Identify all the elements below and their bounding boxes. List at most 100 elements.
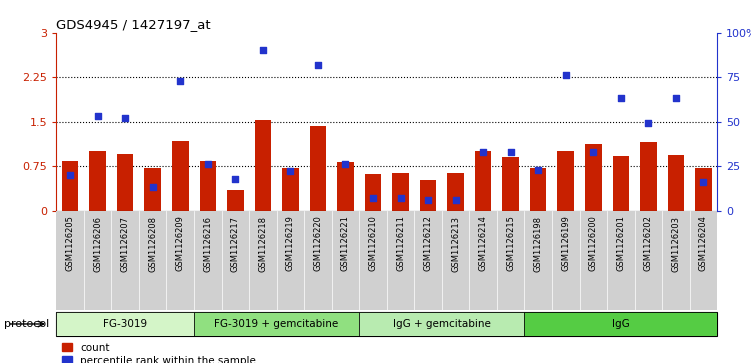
Bar <box>387 211 415 310</box>
Bar <box>420 180 436 211</box>
Point <box>174 78 186 83</box>
Bar <box>172 140 189 211</box>
Bar <box>89 151 106 211</box>
Point <box>532 167 544 172</box>
Bar <box>111 211 139 310</box>
Point <box>615 95 627 101</box>
Point <box>202 162 214 167</box>
Point <box>312 62 324 68</box>
Bar <box>359 312 524 336</box>
Text: GSM1126203: GSM1126203 <box>671 216 680 272</box>
Bar <box>194 312 359 336</box>
Point <box>229 176 241 182</box>
Bar <box>227 190 243 211</box>
Bar <box>194 211 222 310</box>
Bar <box>282 168 299 211</box>
Text: IgG + gemcitabine: IgG + gemcitabine <box>393 319 490 329</box>
Text: GSM1126198: GSM1126198 <box>534 216 543 272</box>
Bar <box>524 211 552 310</box>
Bar <box>222 211 249 310</box>
Bar <box>276 211 304 310</box>
Bar <box>56 211 84 310</box>
Bar <box>689 211 717 310</box>
Bar <box>144 168 161 211</box>
Text: GSM1126199: GSM1126199 <box>561 216 570 272</box>
Bar <box>117 154 134 211</box>
Text: GSM1126220: GSM1126220 <box>313 216 322 272</box>
Point <box>64 172 76 178</box>
Text: GSM1126217: GSM1126217 <box>231 216 240 272</box>
Text: GSM1126212: GSM1126212 <box>424 216 433 272</box>
Point <box>339 162 351 167</box>
Bar <box>475 151 491 211</box>
Legend: count, percentile rank within the sample: count, percentile rank within the sample <box>62 343 256 363</box>
Bar <box>249 211 276 310</box>
Bar <box>640 142 656 211</box>
Point <box>146 184 158 190</box>
Text: GSM1126209: GSM1126209 <box>176 216 185 272</box>
Point <box>698 179 710 185</box>
Point <box>422 197 434 203</box>
Bar <box>365 174 382 211</box>
Text: GSM1126215: GSM1126215 <box>506 216 515 272</box>
Text: GSM1126201: GSM1126201 <box>617 216 626 272</box>
Bar <box>309 126 326 211</box>
Text: GSM1126205: GSM1126205 <box>65 216 74 272</box>
Text: GSM1126219: GSM1126219 <box>286 216 295 272</box>
Bar <box>530 168 547 211</box>
Point <box>505 149 517 155</box>
Point <box>257 48 269 53</box>
Point <box>285 168 297 174</box>
Text: protocol: protocol <box>4 319 49 329</box>
Bar <box>332 211 359 310</box>
Text: FG-3019: FG-3019 <box>103 319 147 329</box>
Bar <box>524 312 717 336</box>
Text: GSM1126208: GSM1126208 <box>148 216 157 272</box>
Point <box>92 113 104 119</box>
Bar <box>62 161 78 211</box>
Point <box>670 95 682 101</box>
Text: GSM1126218: GSM1126218 <box>258 216 267 272</box>
Bar <box>200 161 216 211</box>
Point <box>477 149 489 155</box>
Text: FG-3019 + gemcitabine: FG-3019 + gemcitabine <box>215 319 339 329</box>
Point <box>450 197 462 203</box>
Bar <box>359 211 387 310</box>
Point <box>642 121 654 126</box>
Point <box>394 195 406 201</box>
Bar <box>56 312 194 336</box>
Text: GSM1126206: GSM1126206 <box>93 216 102 272</box>
Text: IgG: IgG <box>612 319 629 329</box>
Bar <box>497 211 524 310</box>
Bar <box>585 144 602 211</box>
Bar <box>607 211 635 310</box>
Bar <box>695 168 712 211</box>
Bar <box>415 211 442 310</box>
Text: GSM1126221: GSM1126221 <box>341 216 350 272</box>
Bar <box>442 211 469 310</box>
Bar <box>635 211 662 310</box>
Bar <box>139 211 167 310</box>
Point <box>559 73 572 78</box>
Text: GDS4945 / 1427197_at: GDS4945 / 1427197_at <box>56 19 211 32</box>
Bar <box>552 211 580 310</box>
Text: GSM1126204: GSM1126204 <box>699 216 708 272</box>
Text: GSM1126214: GSM1126214 <box>478 216 487 272</box>
Bar <box>668 155 684 211</box>
Point <box>367 195 379 201</box>
Text: GSM1126207: GSM1126207 <box>121 216 130 272</box>
Point <box>587 149 599 155</box>
Text: GSM1126216: GSM1126216 <box>204 216 213 272</box>
Bar <box>304 211 332 310</box>
Bar <box>613 156 629 211</box>
Text: GSM1126211: GSM1126211 <box>396 216 405 272</box>
Bar <box>392 173 409 211</box>
Text: GSM1126210: GSM1126210 <box>369 216 378 272</box>
Bar <box>167 211 194 310</box>
Bar <box>337 162 354 211</box>
Text: GSM1126200: GSM1126200 <box>589 216 598 272</box>
Bar <box>580 211 607 310</box>
Text: GSM1126202: GSM1126202 <box>644 216 653 272</box>
Bar <box>469 211 497 310</box>
Bar <box>662 211 689 310</box>
